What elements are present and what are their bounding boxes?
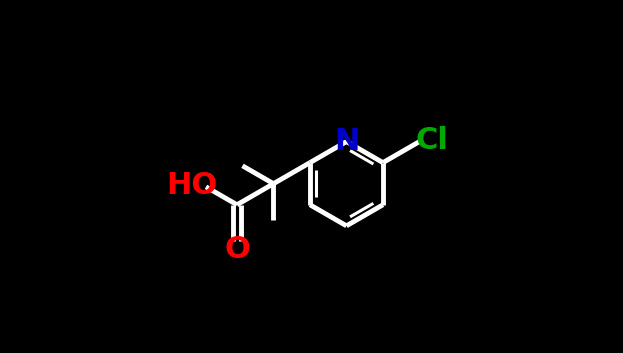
Text: HO: HO (166, 171, 217, 200)
Text: Cl: Cl (416, 126, 448, 155)
Text: O: O (224, 235, 250, 264)
Text: N: N (334, 127, 359, 156)
